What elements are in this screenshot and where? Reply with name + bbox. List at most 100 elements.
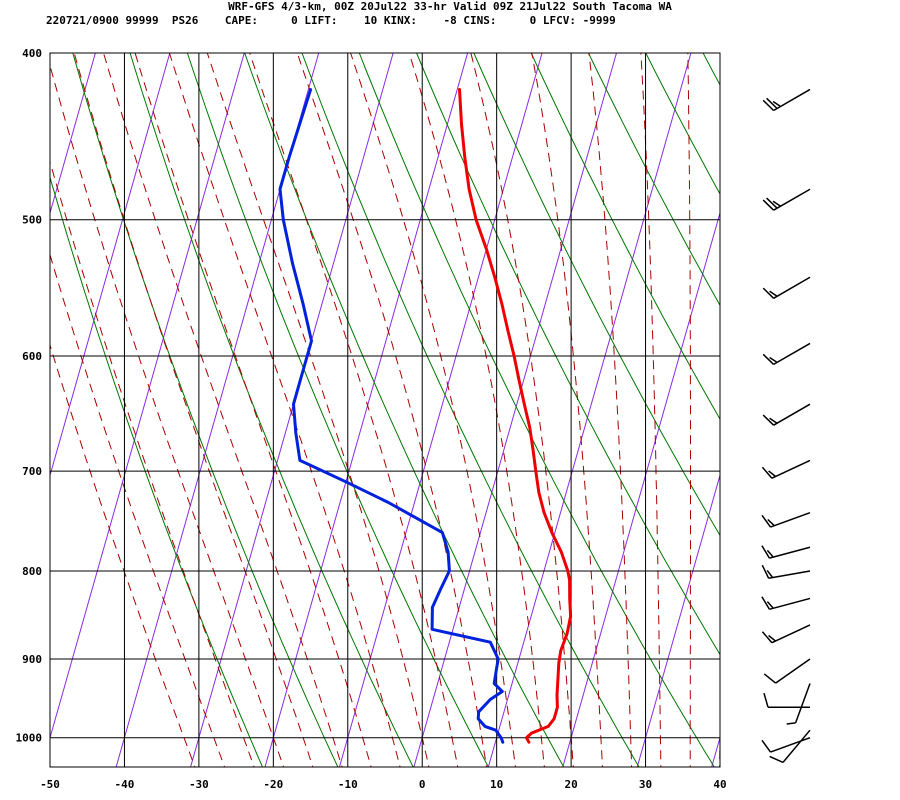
lfcv-label: LFCV: [542,14,576,27]
moist-adiabat-line [470,53,574,767]
x-tick-label: -10 [338,778,358,791]
wind-barb-staff [771,624,811,644]
moist-adiabat-line [50,343,196,767]
x-tick-label: -40 [115,778,135,791]
wind-barb-staff [773,403,811,426]
wind-barb-staff [771,459,811,479]
dry-adiabat-line [72,53,339,767]
dry-adiabat-lines [50,15,900,775]
wind-barb-full [761,545,771,559]
dry-adiabat-line [473,53,720,537]
x-tick-label: 10 [490,778,503,791]
wind-barb-half [766,549,774,558]
wind-barb-full [761,631,773,644]
wind-barb [786,683,811,725]
dry-adiabat-line [358,53,715,767]
wind-barb-full [761,564,770,579]
moist-adiabat-line [50,63,285,767]
isotherm-line [50,53,245,740]
wind-barb-full [762,287,775,299]
wind-barb-full [761,596,771,610]
moist-adiabat-line [687,53,691,767]
cape-label: CAPE: [224,14,258,27]
moist-adiabat-line [640,53,662,767]
wind-barb-full [769,755,784,764]
moist-adiabat-line [296,53,488,767]
cape-value: 0 [291,14,298,27]
dry-adiabat-line [530,53,720,421]
wind-barb-half [769,356,778,364]
y-tick-label: 700 [22,465,42,478]
x-tick-label: 30 [639,778,652,791]
wind-barb-full [761,739,772,753]
lfcv-value: -9999 [582,14,616,27]
x-tick-label: -30 [189,778,209,791]
x-tick-label: -20 [263,778,283,791]
moist-adiabat-line [206,53,430,767]
wind-barb [762,403,811,426]
dry-adiabat-line [416,53,720,656]
y-tick-label: 900 [22,653,42,666]
moist-adiabat-lines [50,53,720,767]
isotherm-line [711,735,720,767]
wind-barb-full [762,353,775,365]
moist-adiabat-line [102,53,343,767]
isotherm-line [636,473,720,767]
wind-barb-staff [794,683,811,724]
wind-barb [763,692,811,708]
wind-barb-full [766,197,778,209]
moist-adiabat-line [719,699,720,767]
isotherm-line [487,53,692,767]
wind-barb [761,564,811,579]
dry-adiabat-line [740,15,900,775]
wind-barb-half [766,601,774,609]
isotherm-line [562,211,720,767]
cins-value: 0 [529,14,537,27]
cins-label: CINS: [463,14,497,27]
dry-adiabat-line [587,53,720,307]
dry-adiabat-line [244,53,565,767]
wind-barb-full [763,692,769,708]
moist-adiabat-line [73,53,314,767]
dry-adiabat-line [129,53,414,767]
wind-barb-staff [782,729,811,763]
wind-barb-staff [773,88,811,112]
wind-barb-staff [773,342,811,366]
wind-barb-full [762,99,775,112]
kinx-label: KINX: [383,14,417,27]
moist-adiabat-line [350,53,516,767]
wind-barb [761,459,811,479]
sounding-stats: 220721/0900 99999 PS26 CAPE: 0 LIFT: 10 … [46,14,616,28]
lift-value: 10 [363,14,378,27]
grid-lines [49,52,721,767]
wind-barb-staff [770,511,811,528]
wind-barb-staff [773,276,811,299]
isotherm-line [264,53,469,767]
moist-adiabat-line [408,53,545,767]
x-tick-label: -50 [40,778,60,791]
wind-barb-staff [775,658,811,684]
dry-adiabat-line [702,53,720,86]
wind-barb-staff [769,597,811,611]
x-tick-labels: -50 -40 -30 -20 -10 0 10 20 30 40 [40,778,727,791]
wind-barb [769,729,811,764]
wind-barb-full [766,97,778,110]
dry-adiabat-line [796,15,900,775]
station-id: PS26 [171,14,199,27]
wind-barb-full [761,514,772,528]
wind-barb-half [772,200,782,207]
run-id: 220721/0900 99999 [46,14,159,27]
lift-label: LIFT: [304,14,338,27]
isotherm-line [50,53,96,215]
wind-barb-full [762,199,775,211]
moist-adiabat-line [50,160,255,767]
x-tick-label: 0 [419,778,426,791]
y-tick-labels: 400 500 600 700 800 900 1000 [16,47,43,745]
wind-barb [763,658,811,684]
wind-barb-full [761,466,773,479]
wind-barb-half [768,470,777,478]
wind-barb-half [766,569,774,578]
y-tick-label: 600 [22,350,42,363]
isotherm-line [50,53,171,478]
